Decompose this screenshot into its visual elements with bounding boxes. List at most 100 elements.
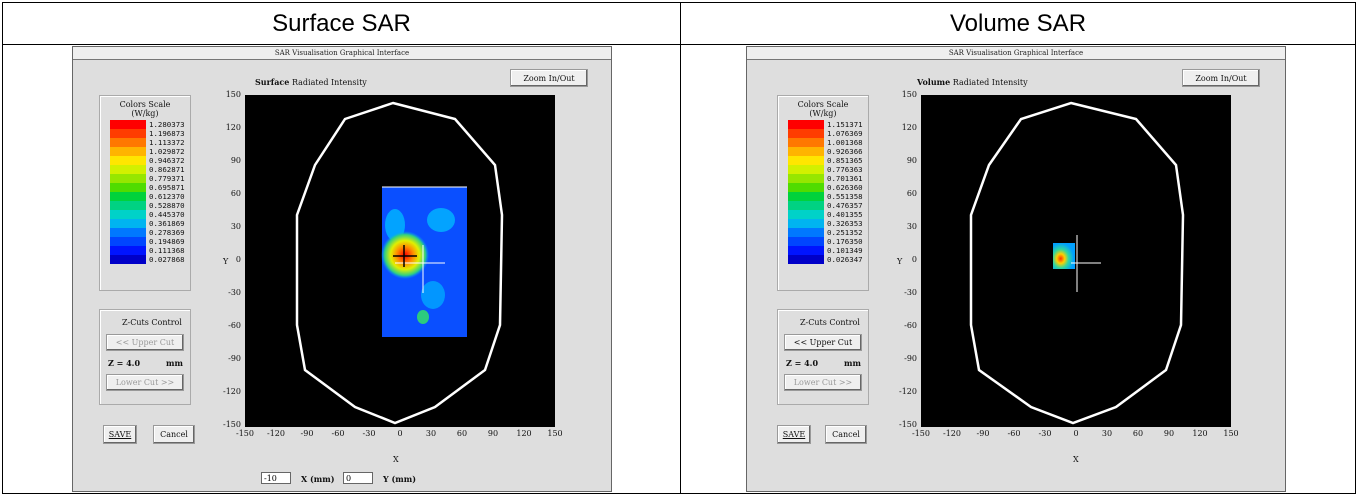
x-tick-label: 90 xyxy=(1163,429,1175,438)
zoom-button[interactable]: Zoom In/Out xyxy=(1182,69,1260,87)
save-button[interactable]: SAVE xyxy=(103,425,137,444)
x-tick-label: -30 xyxy=(1038,429,1052,438)
y-tick-label: 150 xyxy=(225,90,241,99)
y-tick-label: -60 xyxy=(228,321,241,330)
plot-title-mode: Surface xyxy=(255,77,290,87)
scale-value: 1.113372 xyxy=(149,138,185,147)
plot-title-rest: Radiated Intensity xyxy=(291,78,367,87)
scale-value: 0.851365 xyxy=(827,156,863,165)
x-tick-label: -150 xyxy=(912,429,930,438)
scale-value: 0.776363 xyxy=(827,165,863,174)
y-coordinate-input[interactable]: 0 xyxy=(343,472,373,484)
lower-cut-button[interactable]: Lower Cut >> xyxy=(106,374,184,391)
x-tick-label: -90 xyxy=(300,429,314,438)
color-scale-title: Colors Scale xyxy=(119,100,171,109)
plot-title: Volume Radiated Intensity xyxy=(917,77,1028,87)
x-axis-label: X xyxy=(1073,455,1079,464)
y-tick-label: 150 xyxy=(901,90,917,99)
y-tick-label: -60 xyxy=(904,321,917,330)
sar-window-surface: SAR Visualisation Graphical Interface Su… xyxy=(72,46,612,492)
scale-swatch xyxy=(788,183,824,192)
scale-swatch xyxy=(110,183,146,192)
save-button[interactable]: SAVE xyxy=(777,425,811,444)
scale-value: 0.176350 xyxy=(827,237,863,246)
scale-value: 0.626360 xyxy=(827,183,863,192)
y-tick-label: -150 xyxy=(899,420,917,429)
z-value-label: Z = 4.0 xyxy=(786,358,819,368)
window-title: SAR Visualisation Graphical Interface xyxy=(73,47,611,60)
scale-value: 0.476357 xyxy=(827,201,863,210)
upper-cut-button[interactable]: << Upper Cut xyxy=(106,334,184,351)
scale-value: 1.196873 xyxy=(149,129,185,138)
scale-swatch xyxy=(110,120,146,129)
scale-value: 0.779371 xyxy=(149,174,185,183)
x-tick-label: 0 xyxy=(397,429,403,438)
scale-swatch xyxy=(788,219,824,228)
scale-swatch xyxy=(110,138,146,147)
y-axis-label: Y xyxy=(897,257,903,266)
window-title: SAR Visualisation Graphical Interface xyxy=(747,47,1285,60)
y-tick-label: -90 xyxy=(904,354,917,363)
sar-window-volume: SAR Visualisation Graphical Interface Vo… xyxy=(746,46,1286,492)
x-tick-label: -60 xyxy=(331,429,345,438)
scale-value: 0.445370 xyxy=(149,210,185,219)
plot-title-rest: Radiated Intensity xyxy=(952,78,1028,87)
scale-swatch xyxy=(110,174,146,183)
scale-value: 0.401355 xyxy=(827,210,863,219)
x-tick-label: 60 xyxy=(456,429,468,438)
zoom-button[interactable]: Zoom In/Out xyxy=(510,69,588,87)
x-tick-label: -120 xyxy=(943,429,961,438)
scale-swatch xyxy=(110,147,146,156)
x-coordinate-input[interactable]: -10 xyxy=(261,472,291,484)
sar-plot[interactable] xyxy=(921,95,1231,427)
scale-value: 0.695871 xyxy=(149,183,185,192)
scale-swatch xyxy=(110,228,146,237)
scale-value: 0.278369 xyxy=(149,228,185,237)
scale-value: 0.251352 xyxy=(827,228,863,237)
color-scale-unit: (W/kg) xyxy=(131,109,159,118)
y-tick-label: 30 xyxy=(230,222,241,231)
sar-plot[interactable] xyxy=(245,95,555,427)
x-coordinate-unit: X (mm) xyxy=(301,474,335,484)
y-tick-label: -120 xyxy=(899,387,917,396)
cancel-button[interactable]: Cancel xyxy=(153,425,195,444)
y-tick-label: 120 xyxy=(901,123,917,132)
x-tick-label: 0 xyxy=(1073,429,1079,438)
scale-swatch xyxy=(788,237,824,246)
x-tick-label: -60 xyxy=(1007,429,1021,438)
scale-swatch xyxy=(110,156,146,165)
lower-cut-button[interactable]: Lower Cut >> xyxy=(784,374,862,391)
phantom-outline xyxy=(969,101,1185,425)
scale-swatch xyxy=(788,210,824,219)
upper-cut-button[interactable]: << Upper Cut xyxy=(784,334,862,351)
y-tick-label: 0 xyxy=(235,255,241,264)
x-tick-label: -90 xyxy=(976,429,990,438)
sar-blob xyxy=(427,208,455,232)
zcuts-panel: Z-Cuts Control << Upper Cut Z = 4.0 mm L… xyxy=(777,309,869,405)
scale-value: 1.076369 xyxy=(827,129,863,138)
color-scale-panel: Colors Scale (W/kg) 1.280373 1.196873 1.11… xyxy=(99,95,191,291)
x-tick-label: 150 xyxy=(547,429,563,438)
sar-blob xyxy=(421,281,445,309)
y-coordinate-unit: Y (mm) xyxy=(383,474,416,484)
scale-value: 0.026347 xyxy=(827,255,863,264)
scale-value: 0.862871 xyxy=(149,165,185,174)
scale-swatch xyxy=(110,255,146,264)
scale-value: 1.001368 xyxy=(827,138,863,147)
y-tick-label: 60 xyxy=(906,189,917,198)
z-unit-label: mm xyxy=(844,358,861,368)
y-tick-label: -150 xyxy=(223,420,241,429)
x-tick-label: 150 xyxy=(1223,429,1239,438)
scale-value: 0.528870 xyxy=(149,201,185,210)
x-tick-label: -150 xyxy=(236,429,254,438)
cancel-button[interactable]: Cancel xyxy=(825,425,867,444)
color-scale-unit: (W/kg) xyxy=(809,109,837,118)
scale-value: 0.926366 xyxy=(827,147,863,156)
sar-blob xyxy=(417,310,429,324)
scale-value: 1.029872 xyxy=(149,147,185,156)
scale-swatch xyxy=(788,165,824,174)
x-tick-label: 30 xyxy=(1101,429,1113,438)
scale-value: 0.101349 xyxy=(827,246,863,255)
y-tick-label: 90 xyxy=(230,156,241,165)
